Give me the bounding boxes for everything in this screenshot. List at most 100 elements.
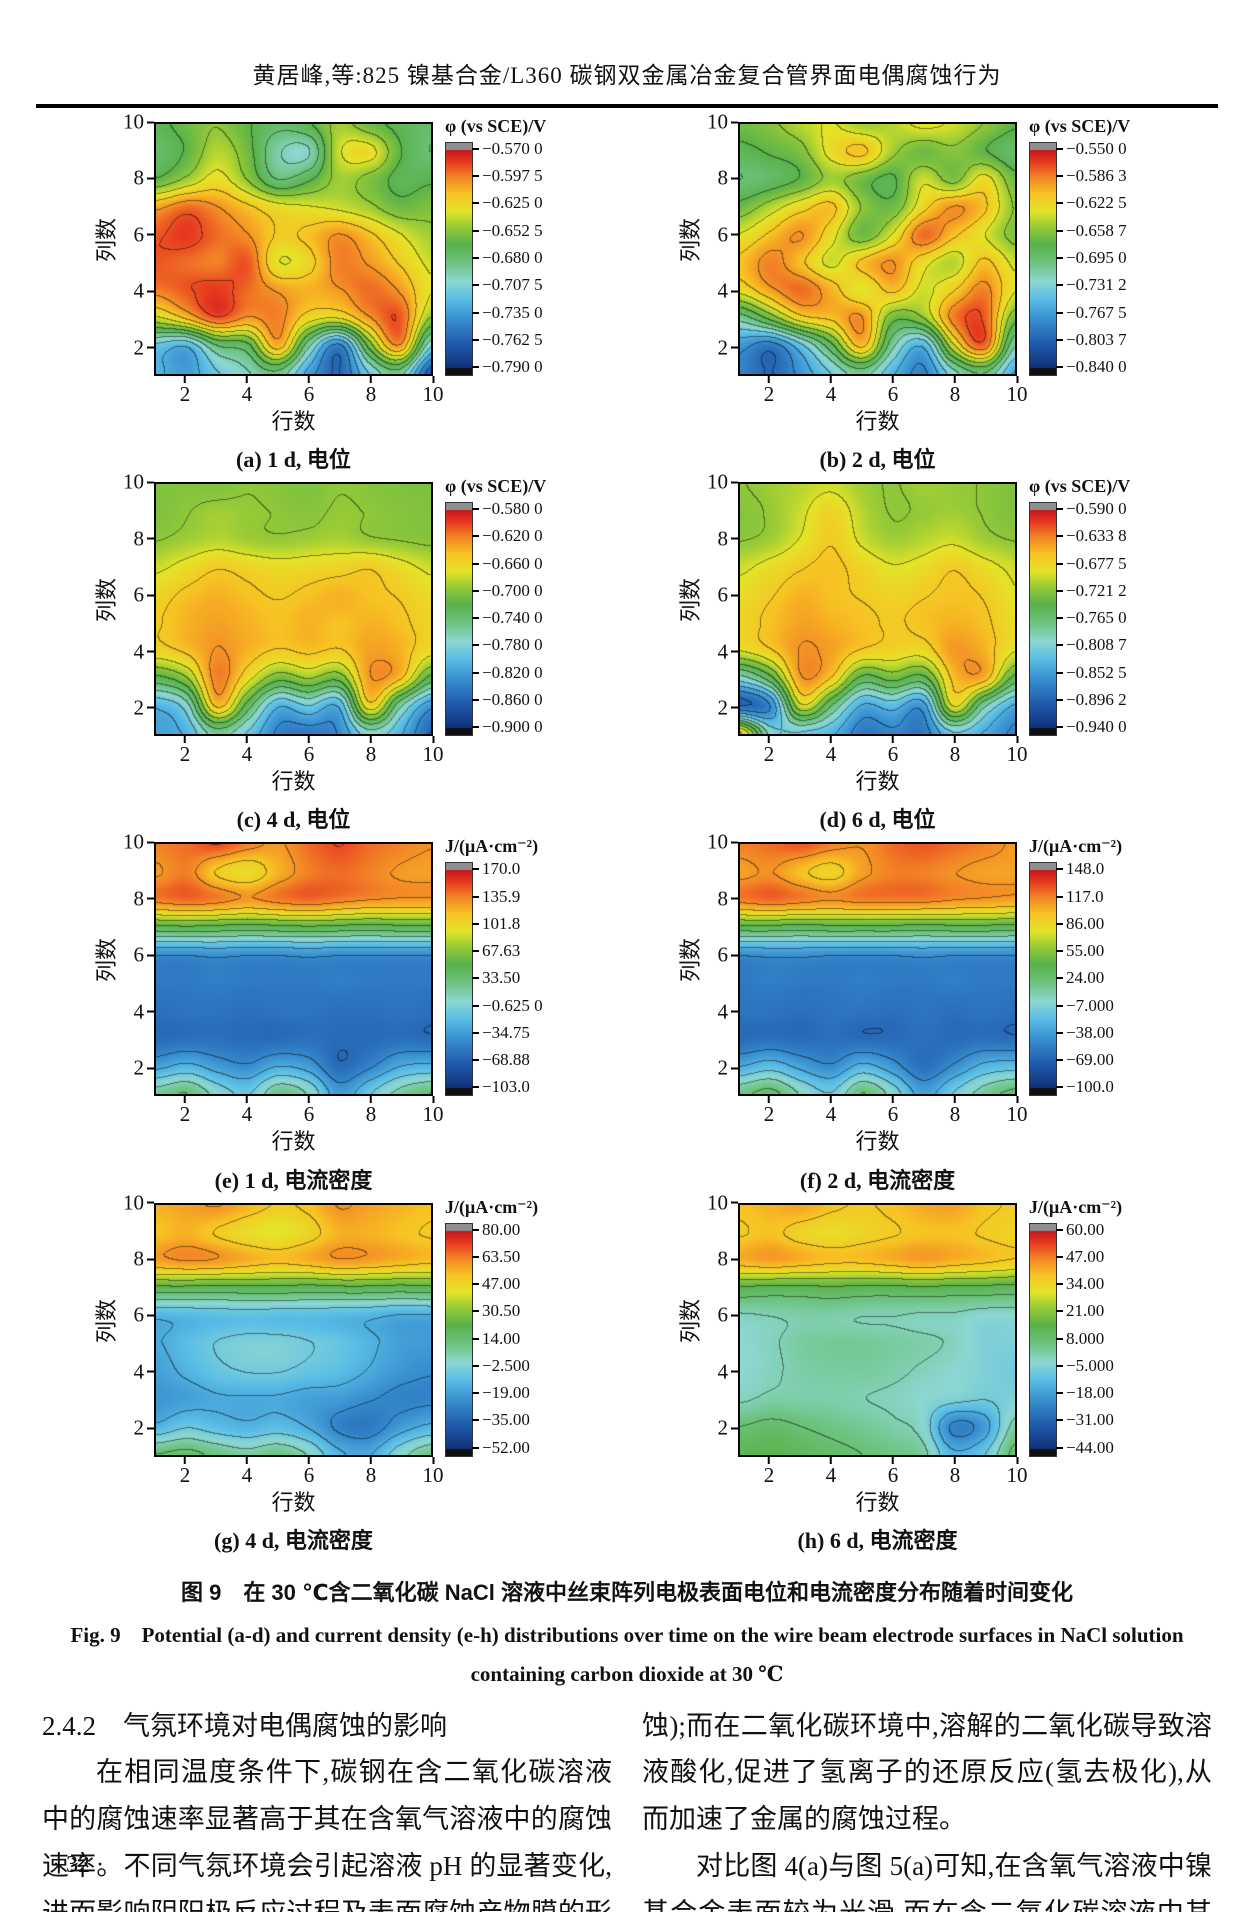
colorbar-tick-labels: 80.00 63.50 47.00 30.50 14.00 −2.500 −19.00 −35… (472, 1220, 600, 1457)
colorbar-tick: −103.0 (472, 1077, 530, 1097)
figure-9-grid: 列数 2 4 6 8 10 φ (vs SCE)/V −0.570 0 −0.597 5−… (0, 108, 1254, 1561)
x-axis-ticks: 2 4 6 8 10 (154, 1456, 444, 1491)
y-tick-6: 6 (718, 943, 738, 968)
x-tick-4: 4 (242, 376, 252, 406)
x-tick-8: 8 (950, 376, 960, 406)
y-tick-8: 8 (134, 166, 154, 191)
x-axis-ticks: 2 4 6 8 10 (154, 1096, 444, 1130)
colorbar-tick-labels: 148.0 117.0 86.00 55.00 24.00 −7.000 −38.00 −69… (1056, 859, 1184, 1096)
y-tick-8: 8 (718, 886, 738, 911)
colorbar-tick: 170.0 (472, 859, 520, 879)
y-tick-4: 4 (134, 639, 154, 664)
x-tick-6: 6 (888, 1456, 898, 1487)
y-tick-8: 8 (718, 526, 738, 551)
subplot-c: 列数 2 4 6 8 10 φ (vs SCE)/V −0.580 0 −0.620 0−… (92, 470, 630, 840)
y-tick-2: 2 (134, 1056, 154, 1081)
y-tick-8: 8 (718, 1247, 738, 1272)
colorbar-tick: −0.660 0 (472, 554, 543, 574)
colorbar-tick: −0.680 0 (472, 248, 543, 268)
x-axis-label: 行数 (855, 1489, 900, 1515)
y-tick-4: 4 (134, 279, 154, 304)
y-axis-label: 列数 (94, 217, 119, 262)
y-axis-ticks: 2 4 6 8 10 (702, 1190, 738, 1457)
y-tick-10: 10 (123, 110, 154, 135)
subplot-e: 列数 2 4 6 8 10 J/(μA·cm⁻²) 170.0 135.9 101.8 67.… (92, 830, 630, 1200)
colorbar-tick: −0.790 0 (472, 357, 543, 377)
x-tick-4: 4 (826, 1096, 836, 1126)
colorbar-tick-labels: 60.00 47.00 34.00 21.00 8.000 −5.000 −18.00 −31… (1056, 1220, 1184, 1458)
x-tick-10: 10 (1007, 1456, 1028, 1487)
colorbar-gradient (445, 142, 473, 376)
colorbar-tick: 24.00 (1056, 968, 1104, 988)
x-tick-6: 6 (304, 1096, 314, 1126)
colorbar-tick: −0.580 0 (472, 499, 543, 519)
colorbar-title: φ (vs SCE)/V (1029, 116, 1131, 136)
colorbar-tick-labels: −0.580 0 −0.620 0 −0.660 0 −0.700 0 −0.740 0… (472, 499, 600, 737)
subplot-f: 列数 2 4 6 8 10 J/(μA·cm⁻²) 148.0 117.0 86.00 55.… (676, 830, 1214, 1200)
heatmap-plot (738, 482, 1017, 737)
colorbar-tick: −7.000 (1056, 996, 1114, 1016)
colorbar-gradient (1029, 142, 1057, 376)
colorbar-tick: −44.00 (1056, 1438, 1114, 1458)
colorbar-tick: −0.900 0 (472, 717, 543, 737)
colorbar-tick: −0.622 5 (1056, 193, 1127, 213)
heatmap-canvas (740, 124, 1015, 374)
heatmap-plot (738, 842, 1017, 1097)
subplot-caption: (f) 2 d, 电流密度 (799, 1167, 956, 1193)
heatmap-plot (154, 1202, 433, 1457)
x-tick-10: 10 (423, 376, 444, 406)
y-axis-ticks: 2 4 6 8 10 (702, 470, 738, 736)
plot-axes: 列数 2 4 6 8 10 φ (vs SCE)/V −0.580 0 −0.620 0−… (92, 470, 630, 737)
x-tick-8: 8 (366, 736, 376, 766)
x-tick-4: 4 (826, 736, 836, 766)
x-tick-8: 8 (366, 1456, 376, 1487)
plot-axes: 列数 2 4 6 8 10 φ (vs SCE)/V −0.590 0 −0.633 8−… (676, 470, 1214, 737)
colorbar-tick: −0.940 0 (1056, 717, 1127, 737)
colorbar: J/(μA·cm⁻²) 60.00 47.00 34.00 21.00 8.000 −5.… (1029, 1197, 1187, 1458)
x-axis-label: 行数 (271, 1489, 316, 1515)
colorbar-tick: −0.860 0 (472, 690, 543, 710)
y-tick-6: 6 (718, 583, 738, 608)
x-tick-2: 2 (764, 736, 774, 766)
y-tick-4: 4 (718, 999, 738, 1024)
y-axis-ticks: 2 4 6 8 10 (702, 830, 738, 1096)
x-tick-4: 4 (242, 1456, 252, 1487)
y-tick-4: 4 (718, 279, 738, 304)
colorbar-tick: −0.658 7 (1056, 221, 1127, 241)
y-tick-10: 10 (123, 1190, 154, 1215)
x-tick-6: 6 (304, 1456, 314, 1487)
x-tick-2: 2 (180, 376, 190, 406)
y-tick-10: 10 (707, 110, 738, 135)
x-tick-10: 10 (423, 1096, 444, 1126)
x-axis-label: 行数 (855, 1129, 900, 1155)
x-axis-ticks: 2 4 6 8 10 (154, 376, 444, 410)
y-tick-2: 2 (718, 695, 738, 720)
colorbar-tick: −34.75 (472, 1023, 530, 1043)
figure-caption-en-line2: containing carbon dioxide at 30 ℃ (470, 1661, 784, 1686)
y-tick-2: 2 (134, 1416, 154, 1441)
x-tick-2: 2 (180, 1456, 190, 1487)
y-tick-10: 10 (707, 1190, 738, 1215)
y-tick-10: 10 (123, 470, 154, 495)
colorbar-gradient (445, 862, 473, 1097)
heatmap-canvas (740, 844, 1015, 1095)
y-tick-4: 4 (134, 999, 154, 1024)
y-axis-label: 列数 (678, 578, 703, 623)
subplot-a: 列数 2 4 6 8 10 φ (vs SCE)/V −0.570 0 −0.597 5−… (92, 110, 630, 480)
colorbar-tick: 80.00 (472, 1220, 520, 1240)
subplot-caption: (b) 2 d, 电位 (819, 447, 936, 473)
x-axis-ticks: 2 4 6 8 10 (738, 1096, 1028, 1130)
colorbar-tick: −0.625 0 (472, 193, 543, 213)
colorbar-tick: −0.707 5 (472, 275, 543, 295)
colorbar-tick: −0.677 5 (1056, 554, 1127, 574)
colorbar-tick: −0.820 0 (472, 663, 543, 683)
x-tick-8: 8 (950, 1096, 960, 1126)
colorbar-tick: −0.700 0 (472, 581, 543, 601)
colorbar-tick: −5.000 (1056, 1356, 1114, 1376)
x-axis-ticks: 2 4 6 8 10 (154, 736, 444, 770)
plot-axes: 列数 2 4 6 8 10 φ (vs SCE)/V −0.550 0 −0.586 3−… (676, 110, 1214, 377)
y-axis-label: 列数 (94, 1298, 119, 1343)
x-tick-10: 10 (423, 1456, 444, 1487)
heatmap-canvas (156, 484, 431, 735)
x-axis-ticks: 2 4 6 8 10 (738, 736, 1028, 770)
